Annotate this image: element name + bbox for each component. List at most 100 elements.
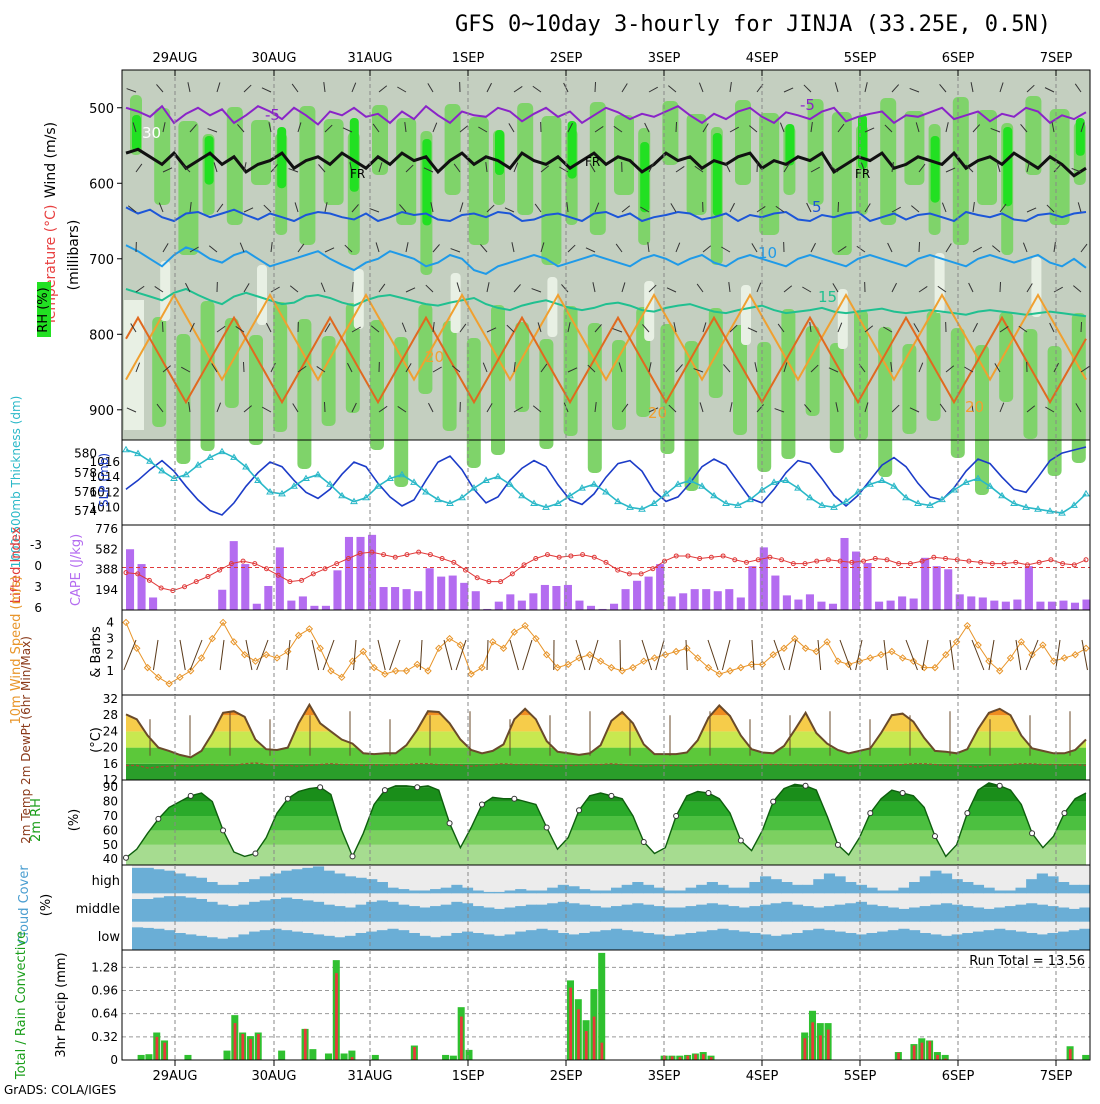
surface-wind-barb xyxy=(354,640,356,670)
precip-total-bar xyxy=(145,1054,152,1060)
precip-convective-bar xyxy=(702,1054,705,1060)
rh-shade-cell xyxy=(1048,346,1062,476)
cloud-cell-middle xyxy=(324,905,335,922)
precip-convective-bar xyxy=(897,1053,900,1060)
rh-marker xyxy=(544,825,549,830)
cape-bar xyxy=(518,601,526,610)
wind-barb xyxy=(324,402,325,412)
surface-wind-barb xyxy=(523,640,532,670)
surface-wind-barb xyxy=(840,640,851,670)
rh-marker xyxy=(253,851,258,856)
top-day-label: 6SEP xyxy=(942,51,975,66)
cloud-cell-low xyxy=(664,936,675,950)
temp-band xyxy=(122,715,1090,731)
cloud-cell-high xyxy=(1015,888,1026,894)
rh-band xyxy=(122,830,1090,844)
cloud-cell-low xyxy=(536,929,547,950)
rh-shade-cell xyxy=(902,344,916,434)
pressure-tick-label: 700 xyxy=(89,253,114,268)
bottom-day-label: 29AUG xyxy=(152,1069,197,1084)
cloud-cell-middle xyxy=(1015,905,1026,922)
surface-wind-barb xyxy=(906,640,917,670)
cloud-cell-high xyxy=(643,885,654,894)
cloud-cell-high xyxy=(175,874,186,894)
rh-marker xyxy=(188,793,193,798)
cape-bar xyxy=(149,597,157,610)
cloud-cell-low xyxy=(984,930,995,950)
cape-bar xyxy=(829,604,837,610)
rh-marker xyxy=(124,855,129,860)
credit-text: GrADS: COLA/IGES xyxy=(4,1083,116,1097)
li-tick-label: 3 xyxy=(34,580,42,594)
cloud-cell-low xyxy=(856,934,867,950)
cape-bar xyxy=(541,585,549,610)
cloud-cell-high xyxy=(579,889,590,893)
cloud-cell-high xyxy=(153,869,164,893)
rh-marker xyxy=(997,783,1002,788)
cloud-cell-middle xyxy=(728,906,739,922)
cloud-cell-middle xyxy=(334,906,345,922)
cloud-cell-middle xyxy=(1026,903,1037,921)
precip-total-bar xyxy=(309,1049,316,1060)
rh-shade-cell xyxy=(132,115,141,151)
surface-wind-barb xyxy=(1026,640,1038,670)
cape-bar xyxy=(333,570,341,610)
rh-marker xyxy=(771,799,776,804)
surface-wind-barb xyxy=(856,640,862,670)
cloud-cell-middle xyxy=(292,899,303,922)
surface-wind-barb xyxy=(722,640,730,670)
cloud-cell-middle xyxy=(973,908,984,922)
precip-convective-bar xyxy=(163,1043,166,1060)
pressure-tick-label: 900 xyxy=(89,404,114,419)
cape-bar xyxy=(771,576,779,610)
cloud-cell-high xyxy=(696,885,707,894)
wind-axis-label: Wind (m/s) xyxy=(43,122,59,198)
cloud-cell-middle xyxy=(994,908,1005,922)
cloud-cell-high xyxy=(547,888,558,894)
bottom-day-label: 30AUG xyxy=(251,1069,296,1084)
wind-barb xyxy=(757,162,758,172)
rh-marker xyxy=(965,811,970,816)
temp-band xyxy=(122,695,1090,715)
rh-shade-cell xyxy=(205,136,214,185)
cloud-cell-high xyxy=(217,885,228,894)
precip-convective-bar xyxy=(569,988,572,1060)
cloud-cell-low xyxy=(696,932,707,950)
precip-convective-bar xyxy=(913,1046,916,1060)
cloud-cell-low xyxy=(430,937,441,950)
cape-bar xyxy=(356,537,364,610)
isotherm-label: 20 xyxy=(425,348,444,366)
cloud-cell-middle xyxy=(377,900,388,921)
cloud-cell-middle xyxy=(345,908,356,922)
cloud-cell-middle xyxy=(835,905,846,922)
rh-shade-cell xyxy=(547,277,557,337)
cloud-cell-middle xyxy=(771,903,782,921)
cape-bar xyxy=(668,596,676,610)
cloud-cell-low xyxy=(1015,932,1026,950)
bottom-day-label: 6SEP xyxy=(942,1069,975,1084)
bottom-day-label: 3SEP xyxy=(648,1069,681,1084)
cloud-cell-middle xyxy=(622,905,633,922)
cloud-cell-high xyxy=(324,871,335,894)
wind-tick-label: 2 xyxy=(106,648,114,662)
cloud-cell-low xyxy=(270,929,281,950)
rh-tick-label: 60 xyxy=(103,823,118,837)
cloud-cell-middle xyxy=(824,906,835,922)
cloud-cell-high xyxy=(792,885,803,894)
cloud-cell-high xyxy=(1026,879,1037,893)
precip-convective-bar xyxy=(671,1056,674,1060)
cloud-cell-low xyxy=(1005,930,1016,950)
cape-bar xyxy=(126,549,134,610)
cloud-cell-middle xyxy=(707,903,718,921)
rh-shade-cell xyxy=(491,305,505,455)
cape-bar xyxy=(691,589,699,610)
cloud-cell-low xyxy=(739,932,750,950)
cloud-cell-middle xyxy=(430,906,441,922)
top-day-label: 31AUG xyxy=(347,51,392,66)
cloud-cell-low xyxy=(568,934,579,950)
cloud-cell-high xyxy=(419,891,430,894)
rh-shade-cell xyxy=(878,327,892,477)
rh-marker xyxy=(382,788,387,793)
cloud-cell-low xyxy=(654,934,665,950)
cape-bar xyxy=(310,606,318,610)
